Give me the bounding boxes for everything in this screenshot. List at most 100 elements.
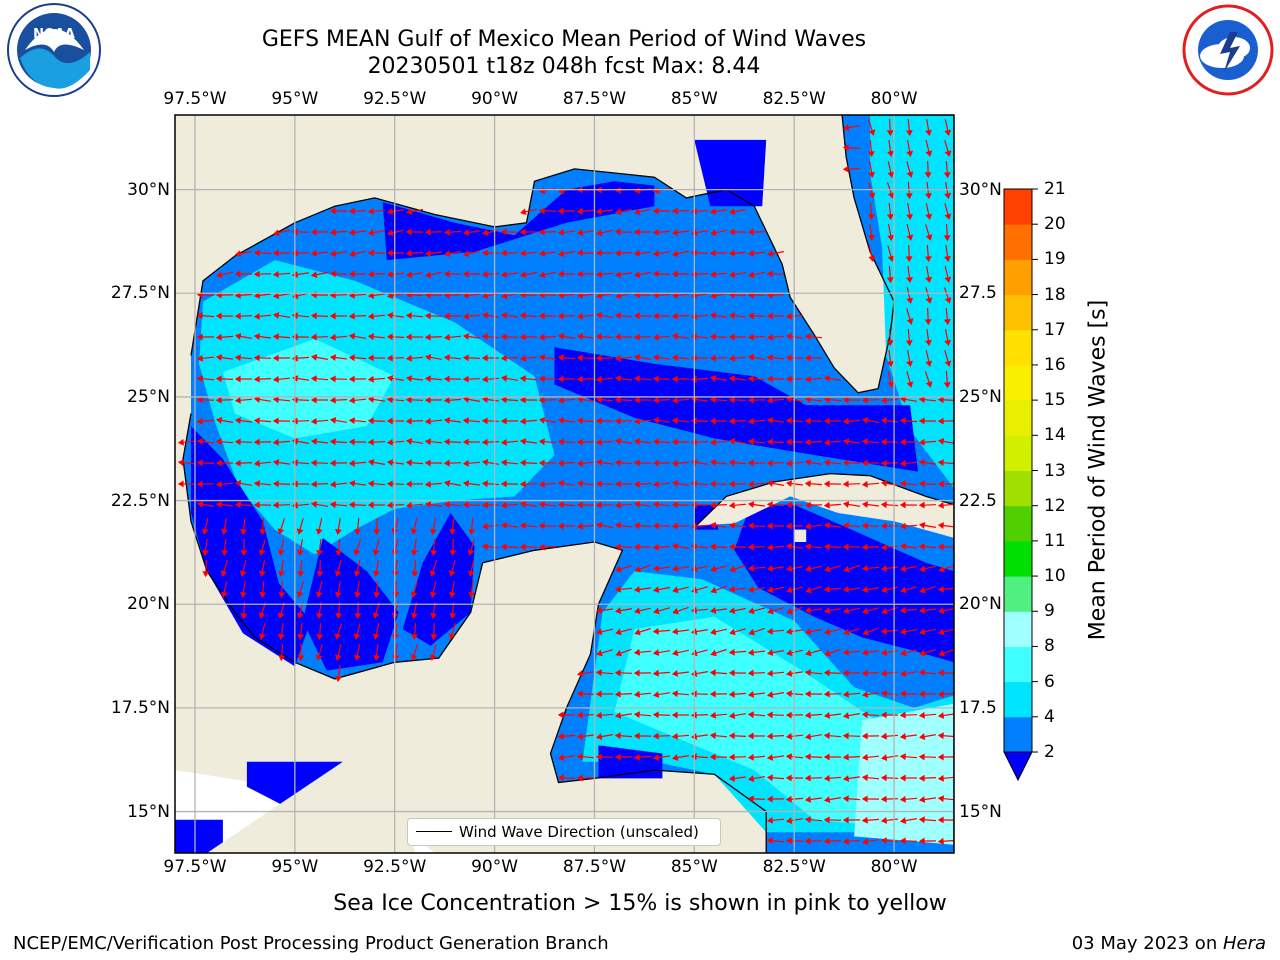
wave-direction-arrowhead — [861, 396, 868, 404]
wave-direction-arrowhead — [595, 375, 603, 383]
wave-direction-arrowhead — [372, 612, 380, 619]
wave-direction-arrowhead — [468, 529, 476, 536]
wave-direction-arrowhead — [880, 522, 887, 530]
wave-direction-arrowhead — [728, 648, 735, 656]
wave-direction-arrowhead — [766, 522, 773, 530]
wave-direction-arrowhead — [462, 375, 469, 383]
wave-direction-arrowhead — [785, 795, 792, 803]
wave-direction-arrowhead — [405, 459, 412, 467]
wave-direction-arrowhead — [652, 312, 659, 320]
wave-direction-arrowhead — [652, 228, 659, 236]
wave-direction-arrowhead — [925, 213, 933, 220]
wave-direction-arrowhead — [918, 501, 925, 509]
wave-direction-arrowhead — [335, 612, 343, 620]
wave-direction-arrowhead — [296, 591, 304, 598]
wave-direction-arrowhead — [329, 207, 336, 215]
wave-direction-arrowhead — [424, 354, 432, 361]
wave-direction-arrowhead — [805, 649, 812, 657]
wave-direction-arrowhead — [329, 312, 336, 320]
wave-direction-arrowhead — [177, 438, 185, 446]
wave-direction-arrowhead — [861, 649, 869, 656]
wave-direction-arrowhead — [671, 711, 678, 719]
wave-direction-arrowhead — [234, 501, 241, 509]
wave-direction-arrowhead — [709, 753, 716, 761]
wave-direction-arrowhead — [944, 360, 952, 367]
wave-direction-arrowhead — [614, 437, 622, 445]
wave-direction-arrowhead — [804, 543, 812, 551]
wave-direction-arrowhead — [842, 837, 850, 845]
wave-direction-arrowhead — [766, 270, 773, 278]
wave-direction-arrowhead — [709, 543, 716, 551]
wave-direction-arrowhead — [823, 396, 830, 404]
wave-direction-arrowhead — [367, 354, 374, 362]
wave-direction-arrowhead — [709, 270, 717, 278]
wave-direction-arrowhead — [310, 228, 317, 236]
wave-direction-arrowhead — [728, 333, 735, 341]
wave-direction-arrowhead — [538, 416, 546, 424]
wave-direction-arrowhead — [823, 837, 830, 845]
wave-direction-arrowhead — [614, 271, 622, 278]
wave-direction-arrowhead — [886, 340, 894, 347]
wave-direction-arrowhead — [424, 333, 431, 341]
wave-direction-arrowhead — [234, 480, 242, 487]
wave-direction-arrowhead — [766, 543, 773, 551]
colorbar-tick-label: 18 — [1044, 284, 1066, 305]
wave-direction-arrowhead — [429, 570, 437, 577]
wave-direction-arrowhead — [462, 333, 470, 340]
wave-direction-arrowhead — [899, 565, 907, 573]
wave-direction-arrowhead — [671, 417, 679, 425]
wave-direction-arrowhead — [614, 396, 621, 404]
wave-direction-arrowhead — [862, 607, 869, 615]
wave-direction-arrowhead — [937, 816, 944, 824]
wave-direction-arrowhead — [842, 753, 849, 761]
wave-direction-arrowhead — [253, 249, 260, 257]
wave-direction-arrowhead — [633, 690, 641, 698]
wave-direction-arrowhead — [785, 837, 792, 845]
wave-direction-arrowhead — [296, 528, 304, 535]
wave-direction-arrowhead — [462, 291, 470, 299]
wave-direction-arrowhead — [747, 564, 754, 572]
lon-tick-top: 97.5°W — [163, 89, 227, 109]
wave-direction-arrowhead — [405, 354, 412, 362]
low-period-patch — [734, 504, 954, 663]
wave-direction-arrowhead — [634, 628, 641, 636]
wave-direction-arrowhead — [215, 312, 222, 320]
wave-direction-arrowhead — [899, 817, 907, 825]
wave-direction-arrowhead — [519, 228, 526, 236]
wave-direction-arrowhead — [462, 395, 470, 403]
sea-ice-note: Sea Ice Concentration > 15% is shown in … — [333, 891, 947, 916]
wave-direction-arrowhead — [785, 711, 792, 719]
wave-direction-arrowhead — [861, 838, 869, 845]
wave-direction-arrowhead — [443, 354, 451, 362]
wave-direction-arrowhead — [709, 607, 717, 614]
wave-direction-arrowhead — [481, 480, 488, 488]
wave-direction-arrowhead — [278, 592, 286, 599]
wave-direction-arrowhead — [272, 292, 280, 300]
wave-direction-arrowhead — [861, 691, 869, 698]
wave-direction-arrowhead — [747, 354, 755, 361]
colorbar-tick-label: 9 — [1044, 601, 1055, 622]
wave-direction-arrowhead — [868, 192, 876, 199]
wave-direction-arrowhead — [557, 396, 564, 404]
wave-direction-arrowhead — [576, 270, 583, 278]
wave-direction-arrowhead — [842, 648, 849, 656]
wave-direction-arrowhead — [481, 311, 489, 319]
wave-direction-arrowhead — [823, 501, 830, 509]
wave-direction-arrowhead — [595, 753, 602, 761]
wave-direction-arrowhead — [747, 501, 755, 508]
wave-direction-arrowhead — [329, 480, 337, 488]
footer-date: 03 May 2023 on Hera — [1072, 933, 1266, 954]
wave-direction-arrowhead — [310, 417, 317, 425]
colorbar-bin — [1004, 505, 1032, 542]
legend-line-icon — [416, 831, 452, 832]
wave-direction-arrowhead — [443, 438, 450, 446]
wave-direction-arrowhead — [944, 129, 952, 136]
wave-direction-arrowhead — [614, 732, 621, 740]
wave-direction-arrowhead — [277, 528, 285, 535]
wave-direction-arrowhead — [887, 192, 895, 199]
footer-date-text: 03 May 2023 on — [1071, 933, 1223, 954]
wave-direction-arrowhead — [709, 711, 717, 719]
cyan-atlantic — [870, 115, 954, 489]
wave-direction-arrowhead — [500, 375, 508, 382]
wave-direction-arrowhead — [519, 271, 527, 279]
